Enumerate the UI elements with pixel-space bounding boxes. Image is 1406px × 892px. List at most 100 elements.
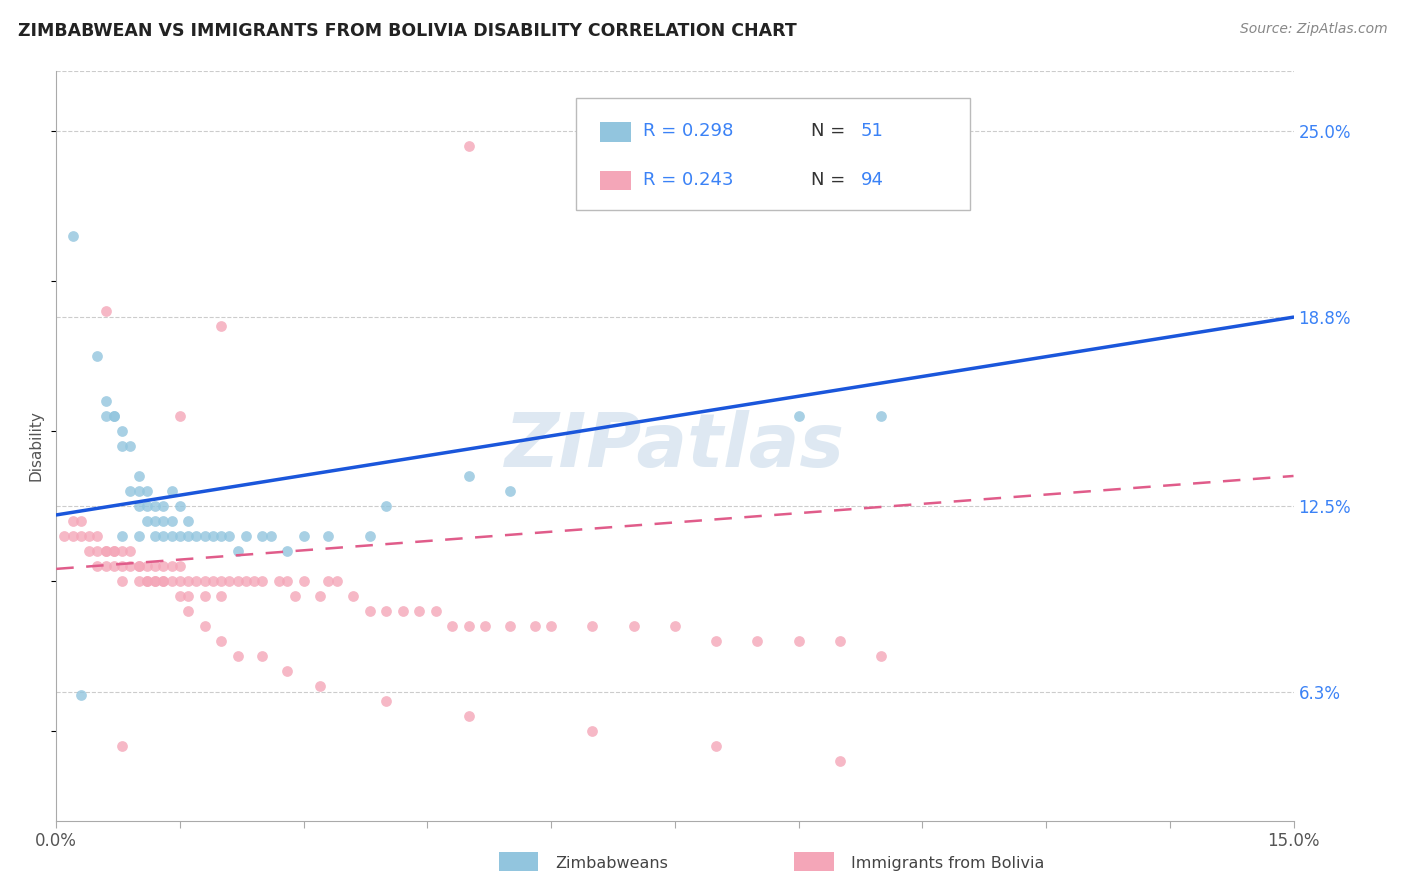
Point [120, 483, 142, 498]
Point [160, 558, 183, 573]
Point [177, 589, 200, 603]
Point [252, 648, 274, 663]
Point [136, 574, 159, 588]
Point [581, 619, 603, 633]
Point [523, 619, 546, 633]
Point [284, 589, 307, 603]
Text: N =: N = [811, 122, 851, 140]
Point [177, 514, 200, 528]
Point [169, 574, 191, 588]
Point [318, 574, 340, 588]
Point [252, 574, 274, 588]
Point [226, 648, 249, 663]
Point [828, 754, 851, 768]
Point [86, 529, 108, 543]
Point [359, 604, 381, 618]
Point [292, 529, 315, 543]
Point [94, 394, 117, 409]
Point [94, 544, 117, 558]
Point [218, 529, 240, 543]
Point [441, 619, 464, 633]
Point [870, 648, 893, 663]
Point [457, 708, 479, 723]
Text: 51: 51 [860, 122, 883, 140]
Point [128, 529, 150, 543]
Point [143, 574, 166, 588]
Point [103, 558, 125, 573]
Point [111, 424, 134, 438]
Point [70, 529, 93, 543]
Point [77, 544, 100, 558]
Point [103, 544, 125, 558]
Point [136, 499, 159, 513]
Text: Immigrants from Bolivia: Immigrants from Bolivia [851, 856, 1045, 871]
Point [309, 589, 332, 603]
Text: ZIPatlas: ZIPatlas [505, 409, 845, 483]
Point [325, 574, 347, 588]
Point [309, 679, 332, 693]
Point [252, 529, 274, 543]
Point [260, 529, 283, 543]
Point [86, 349, 108, 363]
Point [94, 304, 117, 318]
Point [177, 574, 200, 588]
Text: R = 0.243: R = 0.243 [643, 170, 733, 188]
Point [186, 574, 208, 588]
Point [128, 483, 150, 498]
Point [152, 514, 174, 528]
Point [160, 574, 183, 588]
Point [143, 574, 166, 588]
Point [201, 574, 224, 588]
Point [194, 619, 217, 633]
Point [457, 139, 479, 153]
Point [209, 319, 232, 334]
Point [243, 574, 266, 588]
Point [623, 619, 645, 633]
Point [499, 483, 522, 498]
Point [62, 514, 84, 528]
Point [152, 574, 174, 588]
Text: Zimbabweans: Zimbabweans [555, 856, 668, 871]
Point [152, 529, 174, 543]
Point [474, 619, 496, 633]
Point [143, 558, 166, 573]
Point [128, 469, 150, 483]
Point [375, 604, 398, 618]
Point [111, 739, 134, 753]
Point [342, 589, 364, 603]
Point [103, 544, 125, 558]
Point [111, 544, 134, 558]
Point [457, 619, 479, 633]
Text: 94: 94 [860, 170, 883, 188]
Point [177, 604, 200, 618]
Point [747, 633, 769, 648]
Point [209, 633, 232, 648]
Point [318, 529, 340, 543]
Point [235, 529, 257, 543]
Point [128, 574, 150, 588]
Point [359, 529, 381, 543]
Point [218, 574, 240, 588]
Point [177, 529, 200, 543]
Point [136, 514, 159, 528]
Point [276, 574, 298, 588]
Point [143, 529, 166, 543]
Point [111, 574, 134, 588]
Point [128, 558, 150, 573]
Point [94, 544, 117, 558]
Point [103, 409, 125, 423]
Point [276, 544, 298, 558]
Point [143, 514, 166, 528]
Point [120, 544, 142, 558]
Point [136, 558, 159, 573]
Point [128, 499, 150, 513]
Point [186, 529, 208, 543]
Point [160, 483, 183, 498]
Point [408, 604, 430, 618]
Point [457, 469, 479, 483]
Point [103, 409, 125, 423]
Text: ZIMBABWEAN VS IMMIGRANTS FROM BOLIVIA DISABILITY CORRELATION CHART: ZIMBABWEAN VS IMMIGRANTS FROM BOLIVIA DI… [18, 22, 797, 40]
Point [111, 558, 134, 573]
Point [226, 544, 249, 558]
Point [664, 619, 686, 633]
